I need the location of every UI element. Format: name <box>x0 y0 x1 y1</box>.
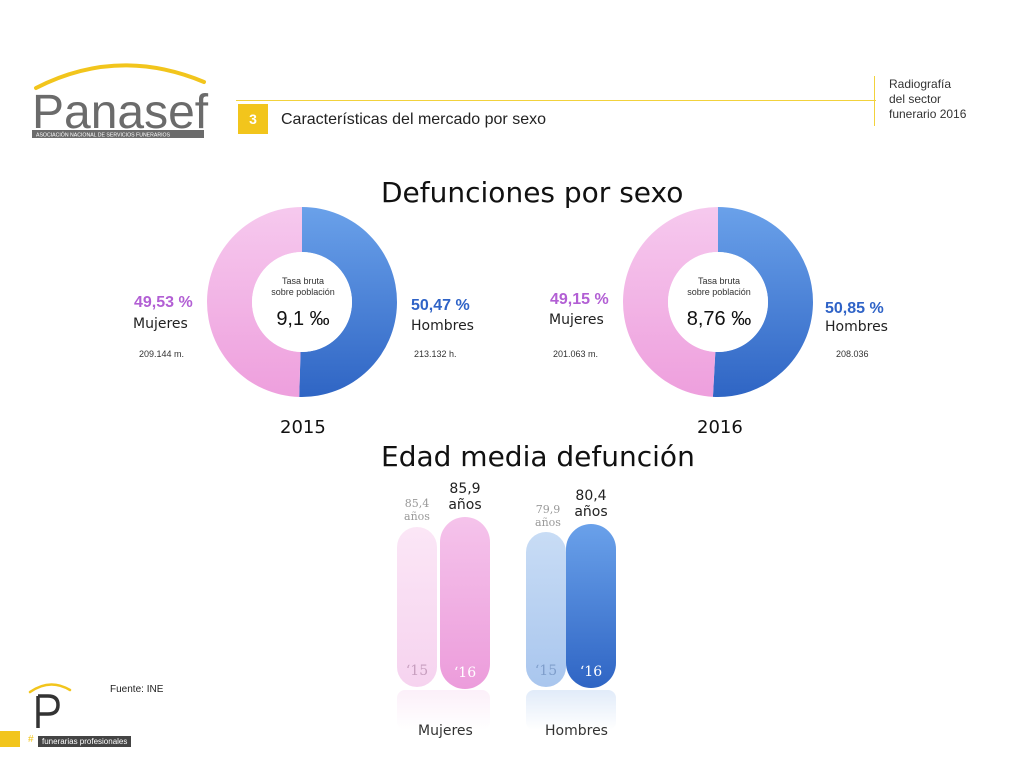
panasef-logo: Panasef ASOCIACIÓN NACIONAL DE SERVICIOS… <box>32 63 209 139</box>
mujeres-bar-reflection <box>397 690 490 730</box>
hombres-2016-value: 80,4 años <box>574 488 608 520</box>
header-rule-vertical <box>874 76 875 126</box>
hombres-2015-bar: ‘15 <box>526 532 566 687</box>
age-section-title: Edad media defunción <box>381 440 695 473</box>
hombres-category-label: Hombres <box>545 723 608 739</box>
donut-2016-mujeres-count: 201.063 m. <box>553 349 599 359</box>
donut-hole <box>252 252 352 352</box>
donut-2016-year: 2016 <box>697 417 743 438</box>
logo-subtitle: ASOCIACIÓN NACIONAL DE SERVICIOS FUNERAR… <box>36 132 171 139</box>
donut-2015-year: 2015 <box>280 417 326 438</box>
hombres-2016-bar: ‘16 <box>566 524 616 688</box>
mujeres-2016-bar: ‘16 <box>440 517 490 689</box>
mujeres-2016-value: 85,9 años <box>448 481 482 513</box>
donut-2015-center-label: Tasa bruta sobre población <box>271 276 335 297</box>
donut-hole <box>668 252 768 352</box>
report-title: Radiografía del sector funerario 2016 <box>889 77 967 121</box>
donut-2015-hombres-label: Hombres <box>411 318 474 334</box>
donut-slice-mujeres <box>622 207 718 397</box>
source-note: Fuente: INE <box>110 684 164 695</box>
donut-2016-mujeres-label: Mujeres <box>549 312 604 328</box>
deaths-section-title: Defunciones por sexo <box>381 176 684 209</box>
donut-2016-hombres-label: Hombres <box>825 319 888 335</box>
footer-hash: # <box>28 734 34 745</box>
donut-2015-mujeres-count: 209.144 m. <box>139 349 185 359</box>
mujeres-category-label: Mujeres <box>418 723 473 739</box>
section-title: Características del mercado por sexo <box>281 111 546 128</box>
donut-2015-mujeres-pct: 49,53 % <box>134 294 193 311</box>
donut-slice-hombres <box>299 207 397 397</box>
donut-2015-hombres-count: 213.132 h. <box>414 349 457 359</box>
donut-chart-2015 <box>206 207 397 397</box>
donut-2015-hombres-pct: 50,47 % <box>411 297 470 314</box>
mujeres-2015-value: 85,4 años <box>404 497 430 523</box>
mujeres-2015-bar: ‘15 <box>397 527 437 687</box>
hombres-bar-reflection <box>526 690 616 730</box>
donut-chart-2016 <box>622 207 813 397</box>
footer-p-logo <box>28 683 72 728</box>
section-number-badge: 3 <box>238 104 268 134</box>
donut-slice-hombres <box>712 207 813 397</box>
donut-2016-center-label: Tasa bruta sobre población <box>687 276 751 297</box>
donut-2015-center-value: 9,1 ‰ <box>276 308 330 330</box>
donut-2016-hombres-count: 208.036 <box>836 349 869 359</box>
header-rule <box>236 100 876 101</box>
donut-2016-center-value: 8,76 ‰ <box>686 308 752 330</box>
footer-yellow-block <box>0 731 20 747</box>
donut-2015-mujeres-label: Mujeres <box>133 316 188 332</box>
footer-tagline: funerarias profesionales <box>38 736 132 747</box>
donut-2016-hombres-pct: 50,85 % <box>825 300 884 317</box>
donut-2016-mujeres-pct: 49,15 % <box>550 291 609 308</box>
donut-slice-mujeres <box>206 207 302 397</box>
hombres-2015-value: 79,9 años <box>535 503 561 529</box>
